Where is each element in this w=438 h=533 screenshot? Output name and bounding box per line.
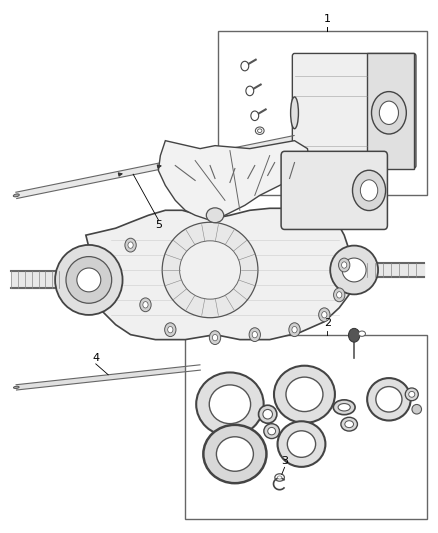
Circle shape — [168, 327, 173, 333]
Bar — [185, 335, 427, 519]
Text: 5: 5 — [155, 220, 162, 230]
Ellipse shape — [258, 129, 262, 133]
Circle shape — [337, 292, 342, 298]
Circle shape — [140, 298, 151, 312]
Ellipse shape — [409, 391, 415, 397]
Ellipse shape — [290, 97, 298, 128]
Ellipse shape — [13, 194, 19, 197]
Ellipse shape — [196, 373, 264, 436]
Ellipse shape — [330, 246, 378, 294]
Ellipse shape — [287, 431, 316, 457]
Circle shape — [379, 101, 399, 125]
FancyBboxPatch shape — [292, 53, 416, 168]
Bar — [218, 31, 427, 196]
Ellipse shape — [286, 377, 323, 411]
Circle shape — [128, 242, 133, 248]
Polygon shape — [16, 135, 295, 198]
Ellipse shape — [209, 385, 251, 424]
Text: 2: 2 — [324, 318, 331, 328]
FancyBboxPatch shape — [281, 151, 388, 230]
Ellipse shape — [180, 241, 240, 299]
Ellipse shape — [278, 421, 325, 467]
Ellipse shape — [258, 405, 277, 423]
Polygon shape — [16, 365, 200, 390]
Ellipse shape — [333, 400, 355, 415]
Ellipse shape — [264, 424, 279, 439]
Ellipse shape — [275, 474, 284, 481]
Text: 3: 3 — [281, 456, 288, 466]
Circle shape — [252, 332, 258, 338]
Circle shape — [241, 61, 249, 71]
Ellipse shape — [206, 208, 224, 223]
Ellipse shape — [268, 427, 276, 435]
Circle shape — [371, 92, 406, 134]
Ellipse shape — [412, 405, 421, 414]
Circle shape — [292, 327, 297, 333]
Ellipse shape — [216, 437, 254, 471]
Circle shape — [289, 323, 300, 336]
Ellipse shape — [203, 425, 266, 483]
Ellipse shape — [277, 476, 282, 479]
Bar — [367, 53, 414, 168]
Ellipse shape — [338, 403, 350, 411]
Ellipse shape — [66, 256, 112, 303]
Ellipse shape — [14, 386, 19, 389]
Ellipse shape — [162, 222, 258, 318]
Circle shape — [209, 331, 221, 344]
Circle shape — [251, 111, 259, 120]
Circle shape — [249, 328, 261, 342]
Ellipse shape — [341, 417, 357, 431]
Circle shape — [349, 328, 360, 342]
Circle shape — [322, 312, 327, 318]
Ellipse shape — [274, 366, 335, 423]
Circle shape — [339, 258, 350, 272]
Circle shape — [342, 262, 347, 268]
Ellipse shape — [255, 127, 264, 134]
Circle shape — [125, 238, 136, 252]
Ellipse shape — [376, 386, 402, 412]
Polygon shape — [86, 208, 354, 340]
Ellipse shape — [345, 421, 353, 427]
Text: 1: 1 — [324, 14, 331, 25]
Circle shape — [165, 323, 176, 336]
Ellipse shape — [263, 409, 272, 419]
Circle shape — [360, 180, 378, 201]
Ellipse shape — [405, 388, 418, 401]
Text: 4: 4 — [92, 352, 99, 362]
Circle shape — [246, 86, 254, 96]
Ellipse shape — [77, 268, 101, 292]
Polygon shape — [159, 141, 309, 220]
Ellipse shape — [342, 258, 366, 282]
Circle shape — [143, 302, 148, 308]
Ellipse shape — [367, 378, 411, 421]
Circle shape — [334, 288, 345, 302]
Circle shape — [319, 308, 330, 321]
Ellipse shape — [55, 245, 123, 315]
Circle shape — [353, 170, 385, 211]
Circle shape — [212, 334, 218, 341]
Ellipse shape — [358, 331, 365, 336]
